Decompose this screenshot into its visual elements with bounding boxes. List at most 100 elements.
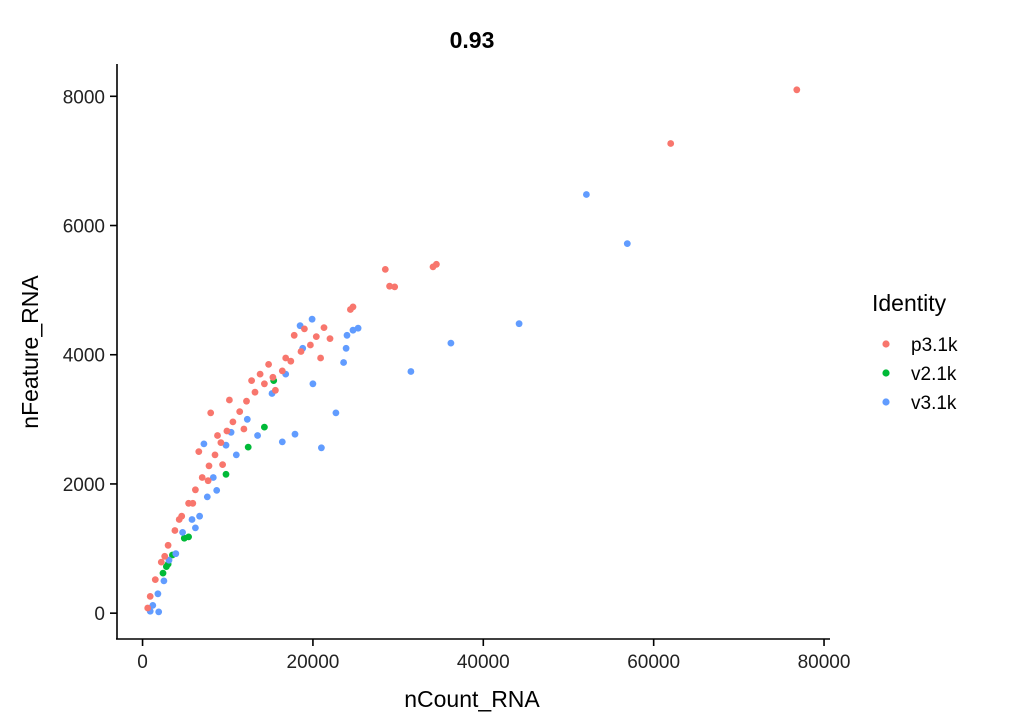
data-point-v3.1k <box>447 339 455 347</box>
data-point-p3.1k <box>429 263 437 271</box>
data-point-p3.1k <box>320 324 328 331</box>
data-point-p3.1k <box>175 516 183 523</box>
data-point-p3.1k <box>269 373 277 381</box>
data-point-p3.1k <box>198 474 206 481</box>
legend-items: p3.1k v2.1k v3.1k <box>882 335 958 414</box>
data-point-p3.1k <box>256 370 264 378</box>
data-point-v3.1k <box>149 602 157 609</box>
data-point-p3.1k <box>317 354 324 362</box>
data-point-v3.1k <box>160 577 168 585</box>
y-tick-label: 8000 <box>63 87 105 108</box>
legend-label: v2.1k <box>911 364 957 385</box>
data-point-p3.1k <box>278 367 286 375</box>
data-point-p3.1k <box>391 283 399 291</box>
data-point-p3.1k <box>229 418 237 426</box>
data-point-p3.1k <box>205 462 213 470</box>
data-point-v3.1k <box>196 512 204 520</box>
data-point-p3.1k <box>326 335 334 342</box>
data-point-v3.1k <box>318 444 325 452</box>
y-tick-label: 4000 <box>63 346 105 367</box>
data-point-p3.1k <box>251 388 259 396</box>
data-point-v3.1k <box>354 324 362 332</box>
data-point-p3.1k <box>207 409 215 417</box>
data-point-p3.1k <box>243 397 250 405</box>
y-tick-label: 0 <box>94 604 105 625</box>
legend: Identity p3.1k v2.1k v3.1k <box>872 290 958 414</box>
y-tick-label: 6000 <box>63 217 105 238</box>
data-point-v3.1k <box>165 556 173 564</box>
data-point-v2.1k <box>159 569 167 577</box>
data-point-p3.1k <box>287 357 295 365</box>
data-point-v3.1k <box>222 441 230 449</box>
data-point-v3.1k <box>154 590 162 598</box>
data-point-p3.1k <box>144 604 152 612</box>
data-point-p3.1k <box>226 396 233 404</box>
x-tick-label: 20000 <box>287 652 340 673</box>
data-point-v2.1k <box>261 423 268 431</box>
data-point-v3.1k <box>342 344 350 352</box>
data-point-p3.1k <box>347 306 354 313</box>
data-point-p3.1k <box>157 558 165 566</box>
data-point-v3.1k <box>407 368 415 375</box>
data-point-p3.1k <box>189 499 197 507</box>
data-point-p3.1k <box>261 380 268 388</box>
data-point-v3.1k <box>243 415 251 423</box>
data-point-p3.1k <box>146 593 154 600</box>
legend-label: v3.1k <box>911 393 957 414</box>
data-point-v3.1k <box>349 326 357 334</box>
x-tick-label: 40000 <box>457 652 510 673</box>
data-point-p3.1k <box>312 333 320 340</box>
data-point-v3.1k <box>515 320 523 328</box>
data-point-p3.1k <box>204 477 212 485</box>
data-point-v3.1k <box>583 191 590 198</box>
data-point-v3.1k <box>172 550 180 558</box>
data-point-p3.1k <box>386 282 393 290</box>
data-point-p3.1k <box>297 348 305 355</box>
data-point-v3.1k <box>291 430 299 438</box>
data-point-v3.1k <box>254 432 261 439</box>
y-tick-label: 2000 <box>63 475 105 496</box>
data-point-p3.1k <box>240 425 248 433</box>
x-tick-label: 60000 <box>627 652 680 673</box>
data-point-v3.1k <box>200 440 208 448</box>
y-axis-title: nFeature_RNA <box>17 275 43 429</box>
x-axis-ticks: 0 20000 40000 60000 80000 <box>137 639 850 673</box>
data-point-p3.1k <box>219 461 227 468</box>
data-point-v3.1k <box>278 438 286 446</box>
data-point-v3.1k <box>340 359 347 366</box>
data-point-v3.1k <box>188 516 196 523</box>
data-point-p3.1k <box>211 451 219 459</box>
data-point-p3.1k <box>301 325 308 333</box>
data-point-p3.1k <box>793 86 801 94</box>
data-point-p3.1k <box>248 377 256 384</box>
data-point-v3.1k <box>155 608 163 616</box>
data-point-v3.1k <box>179 529 187 536</box>
x-axis-title: nCount_RNA <box>404 686 540 712</box>
data-point-p3.1k <box>223 427 231 435</box>
data-point-v3.1k <box>308 315 316 323</box>
data-point-v3.1k <box>332 409 340 417</box>
chart-title: 0.93 <box>450 27 495 53</box>
data-point-v3.1k <box>309 380 317 388</box>
data-point-v2.1k <box>244 443 252 451</box>
x-tick-label: 0 <box>137 652 148 673</box>
data-point-v2.1k <box>222 470 230 478</box>
legend-key-p3.1k <box>882 340 890 348</box>
data-point-p3.1k <box>265 361 272 368</box>
data-point-v2.1k <box>163 563 170 570</box>
data-point-p3.1k <box>236 408 244 415</box>
data-point-v3.1k <box>232 451 240 459</box>
data-point-v3.1k <box>209 474 217 481</box>
data-point-p3.1k <box>381 266 389 273</box>
data-point-p3.1k <box>282 354 290 362</box>
data-point-p3.1k <box>161 552 169 560</box>
data-point-p3.1k <box>192 486 199 494</box>
legend-key-v3.1k <box>882 398 890 406</box>
y-axis-ticks: 0 2000 4000 6000 8000 <box>63 87 117 625</box>
data-point-p3.1k <box>164 541 172 549</box>
data-point-p3.1k <box>217 439 225 446</box>
data-point-v3.1k <box>203 493 211 501</box>
x-tick-label: 80000 <box>798 652 851 673</box>
data-point-v3.1k <box>192 524 199 532</box>
